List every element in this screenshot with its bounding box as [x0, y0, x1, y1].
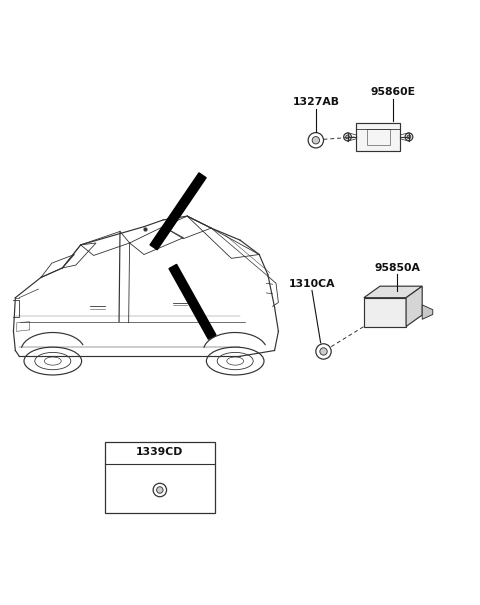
- Bar: [356, 123, 400, 151]
- Text: 1310CA: 1310CA: [289, 279, 335, 289]
- Polygon shape: [422, 305, 433, 319]
- Text: 95850A: 95850A: [374, 263, 420, 273]
- Circle shape: [308, 132, 324, 148]
- Bar: [105, 442, 215, 513]
- Text: 95860E: 95860E: [370, 87, 415, 97]
- Ellipse shape: [44, 357, 61, 365]
- Polygon shape: [150, 173, 206, 250]
- Circle shape: [407, 135, 411, 139]
- Circle shape: [346, 135, 349, 139]
- Polygon shape: [406, 286, 422, 327]
- Circle shape: [344, 133, 351, 141]
- Circle shape: [316, 344, 331, 359]
- Circle shape: [312, 137, 320, 144]
- Circle shape: [320, 348, 327, 355]
- Circle shape: [153, 483, 167, 497]
- Polygon shape: [364, 286, 422, 298]
- Text: 1339CD: 1339CD: [136, 448, 183, 457]
- Bar: [367, 129, 390, 145]
- Circle shape: [405, 133, 413, 141]
- Bar: [364, 298, 406, 327]
- Polygon shape: [169, 264, 216, 339]
- Circle shape: [156, 487, 163, 493]
- Ellipse shape: [227, 357, 244, 365]
- Text: 1327AB: 1327AB: [292, 97, 339, 107]
